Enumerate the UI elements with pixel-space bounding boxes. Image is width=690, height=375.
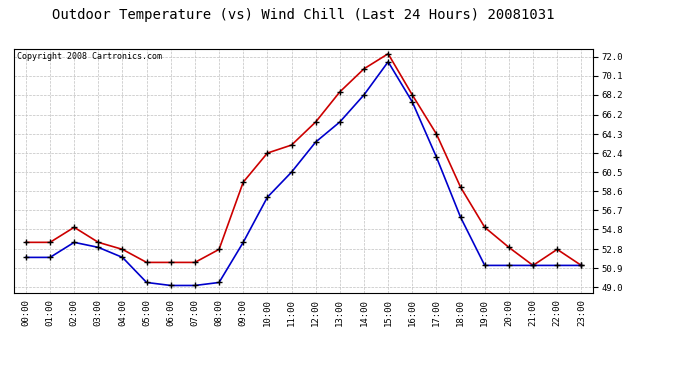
- Text: Outdoor Temperature (vs) Wind Chill (Last 24 Hours) 20081031: Outdoor Temperature (vs) Wind Chill (Las…: [52, 8, 555, 21]
- Text: Copyright 2008 Cartronics.com: Copyright 2008 Cartronics.com: [17, 53, 161, 62]
